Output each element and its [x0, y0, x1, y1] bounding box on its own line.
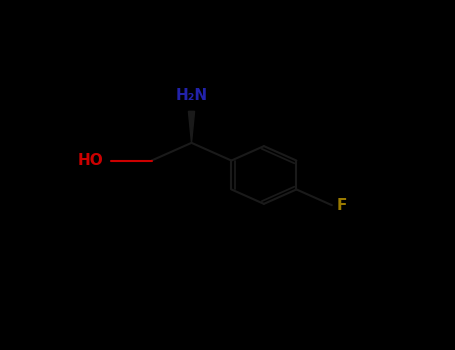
Text: F: F — [337, 198, 347, 213]
Polygon shape — [188, 111, 195, 143]
Text: HO: HO — [78, 153, 104, 168]
Text: H₂N: H₂N — [176, 89, 207, 104]
